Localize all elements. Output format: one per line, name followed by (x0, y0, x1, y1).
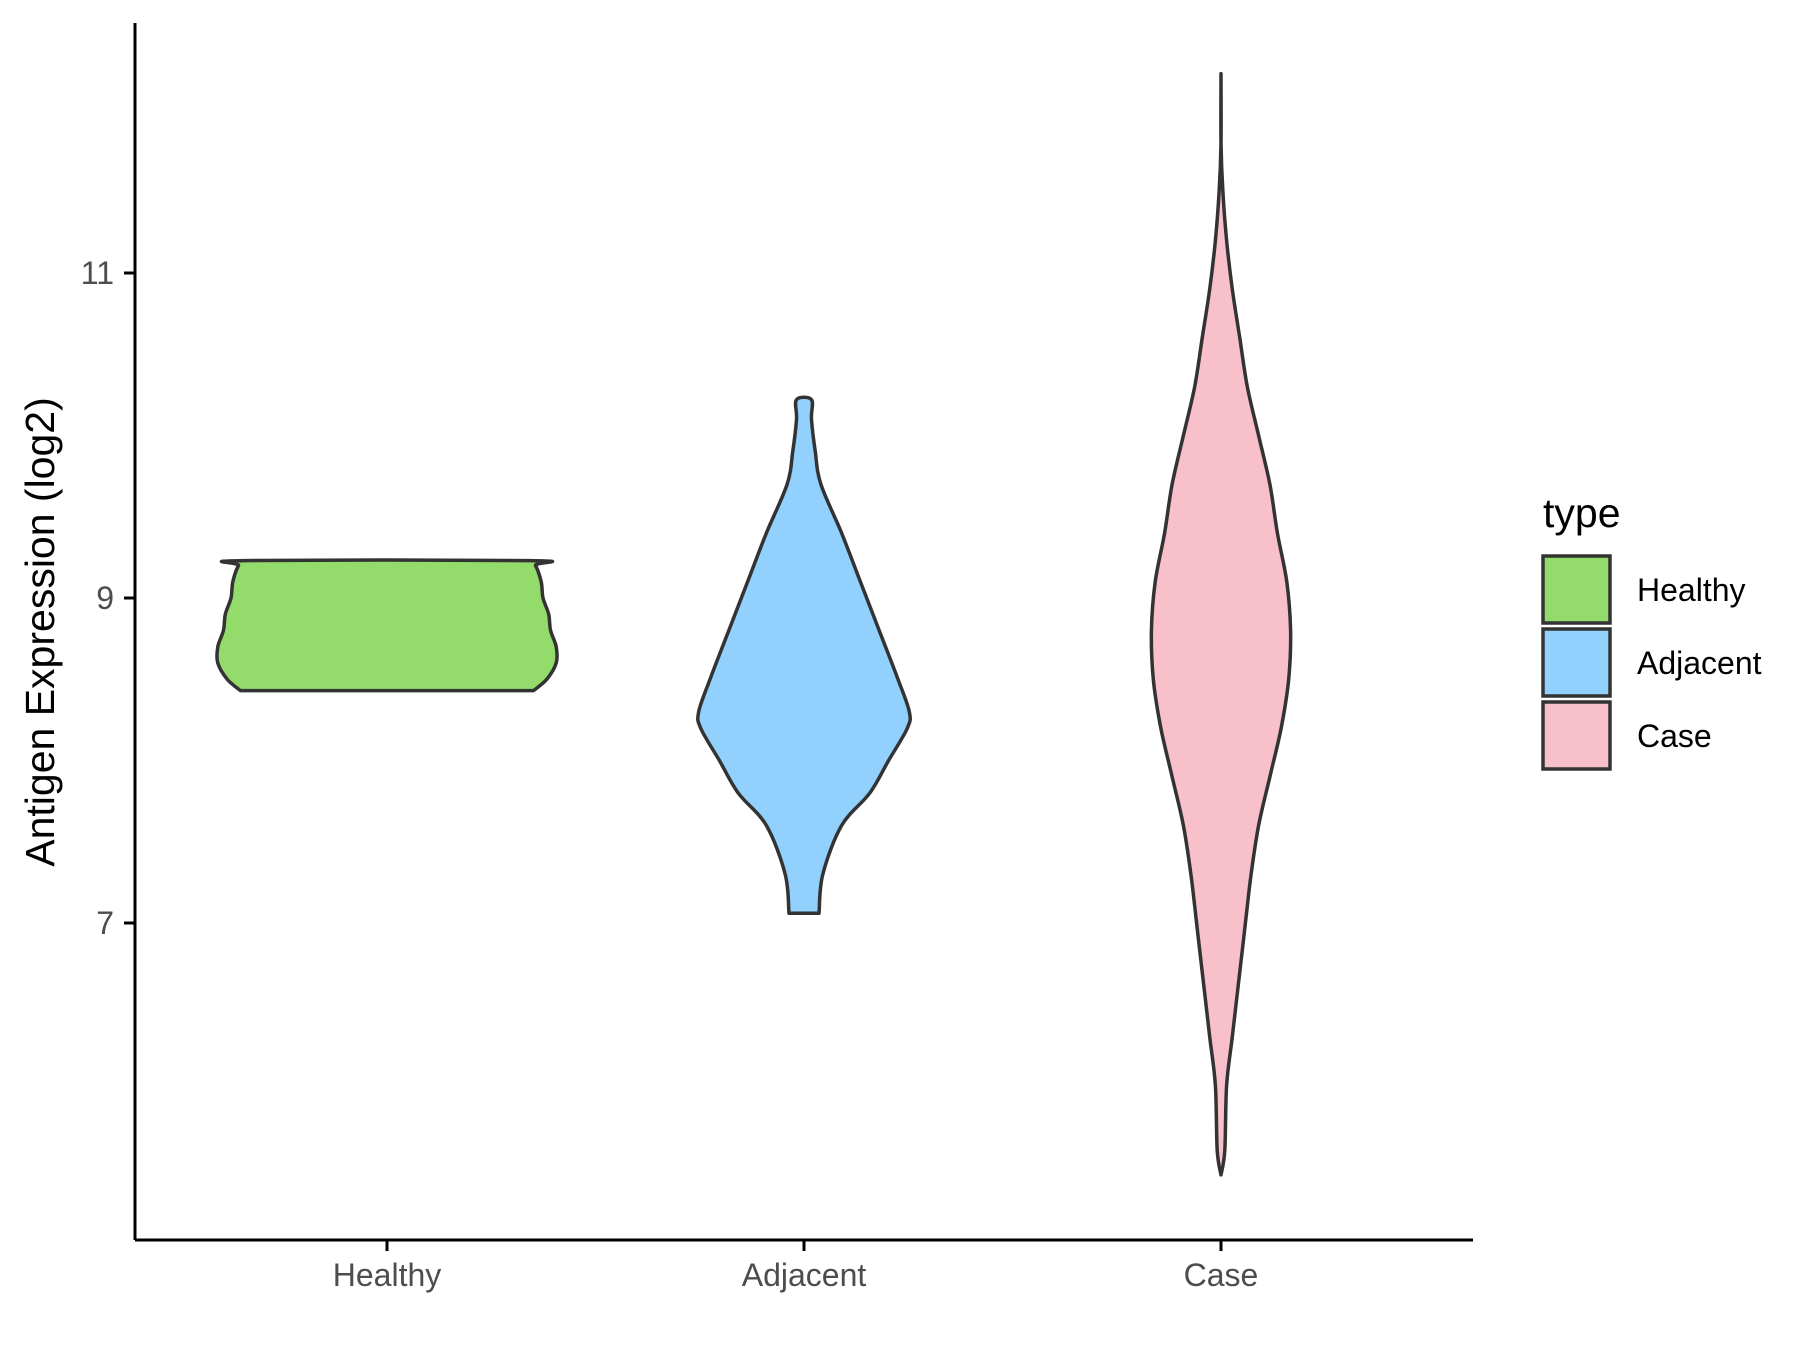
y-ticks: 7 9 11 (81, 255, 135, 941)
legend-items: Healthy Adjacent Case (1541, 554, 1762, 771)
y-tick-label: 11 (81, 255, 114, 291)
violin-layer (215, 71, 1293, 1177)
legend-swatch-healthy (1541, 554, 1612, 625)
y-tick-label: 7 (96, 905, 114, 941)
y-axis: 7 9 11 (81, 23, 137, 1240)
legend-swatch-adjacent (1541, 627, 1612, 698)
y-tick-label: 9 (96, 580, 114, 616)
x-axis: Healthy Adjacent Case (135, 1238, 1473, 1293)
x-tick-label: Adjacent (742, 1257, 867, 1293)
x-tick-label: Healthy (333, 1257, 442, 1293)
violin-case (1149, 71, 1293, 1177)
legend-label-case: Case (1637, 718, 1712, 754)
violin-healthy (215, 558, 559, 693)
x-tick-label: Case (1184, 1257, 1259, 1293)
legend: type Healthy Adjacent Case (1541, 490, 1762, 771)
legend-label-adjacent: Adjacent (1637, 645, 1762, 681)
legend-title: type (1543, 490, 1621, 536)
legend-swatch-case (1541, 700, 1612, 771)
y-axis-title: Antigen Expression (log2) (17, 397, 63, 866)
legend-label-healthy: Healthy (1637, 572, 1746, 608)
x-ticks: Healthy Adjacent Case (333, 1240, 1259, 1293)
violin-adjacent (695, 395, 913, 916)
